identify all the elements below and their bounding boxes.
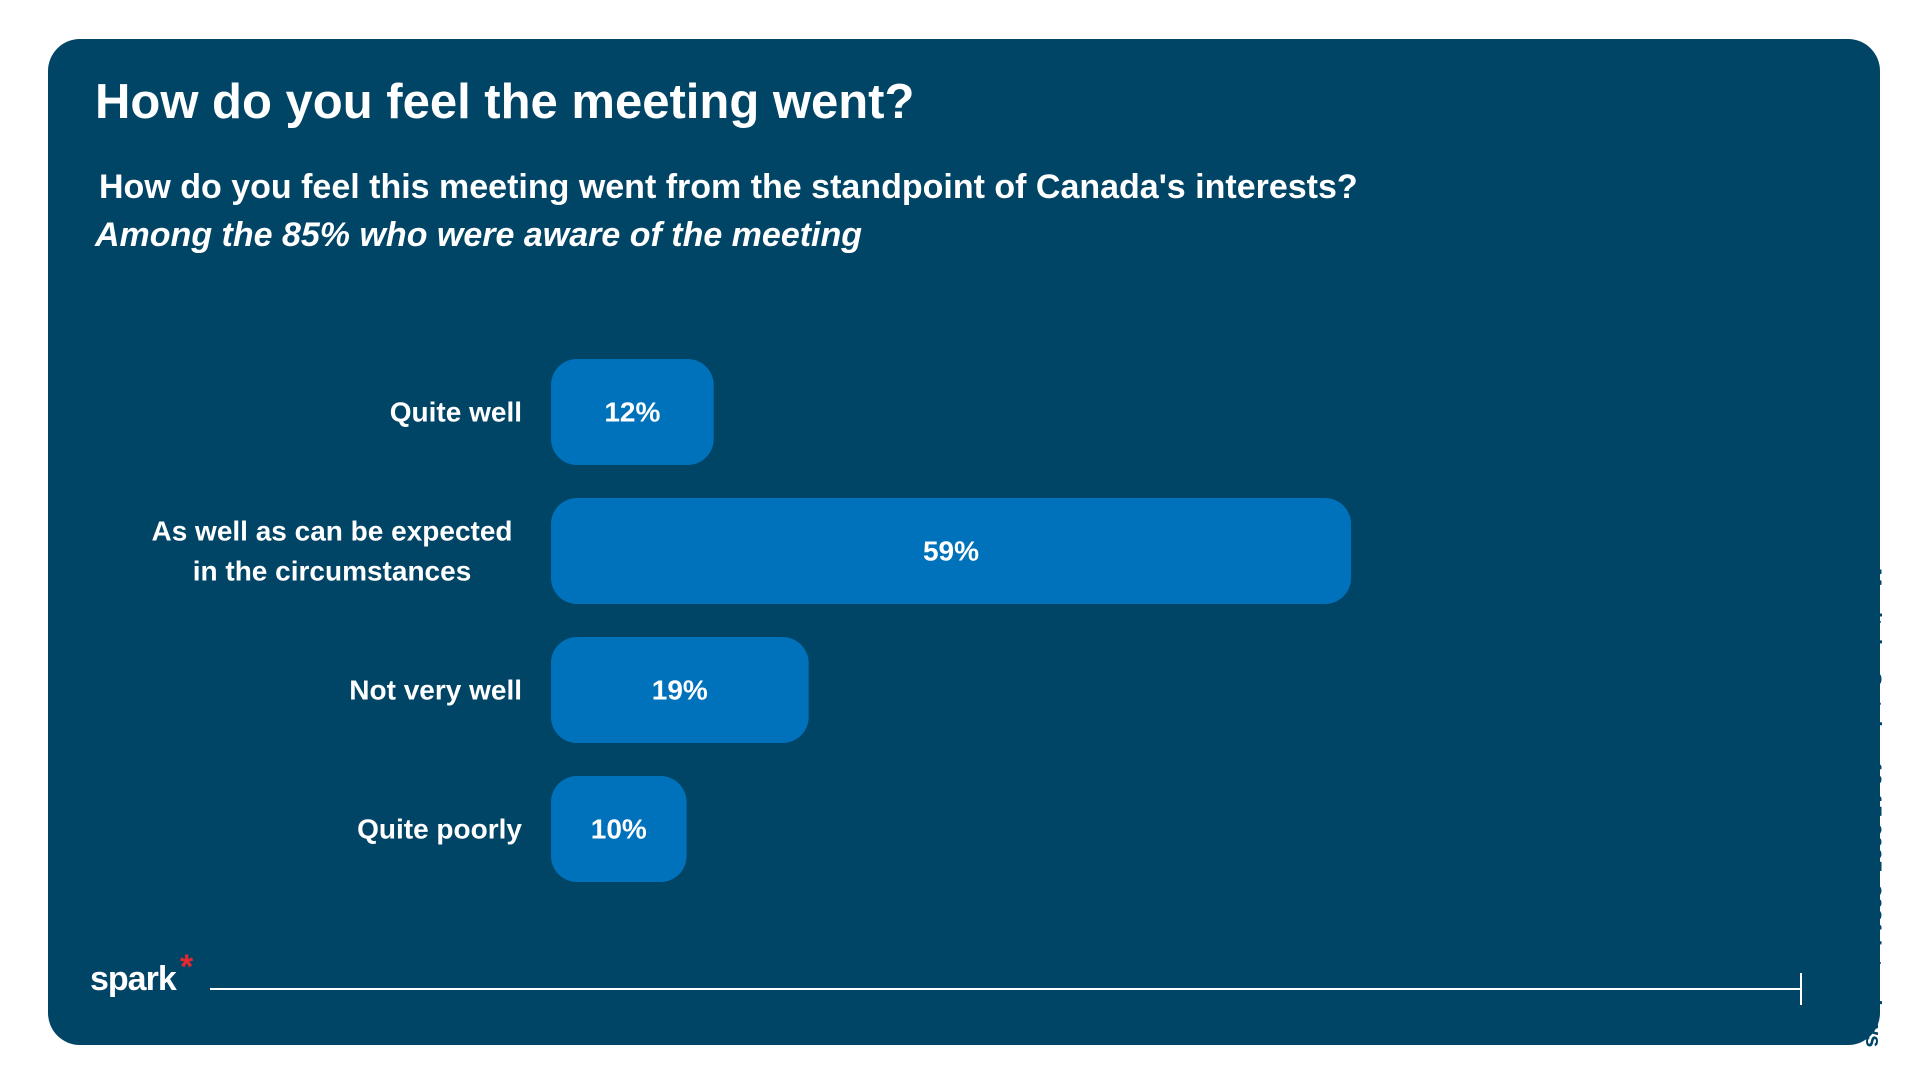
- bar-value-label-2: 19%: [652, 675, 708, 706]
- bar-value-label-1: 59%: [923, 536, 979, 567]
- category-label-0: Quite well: [390, 397, 522, 428]
- bar-1: [551, 498, 1352, 604]
- category-label-1-line-1: in the circumstances: [193, 556, 472, 587]
- chart-title: How do you feel the meeting went?: [95, 75, 915, 129]
- bar-value-label-0: 12%: [604, 397, 660, 428]
- question-text: How do you feel this meeting went from t…: [99, 168, 1358, 206]
- spark-logo: spark: [90, 960, 177, 998]
- bar-0: [551, 359, 714, 465]
- footer-divider-end-tick: [1800, 973, 1802, 1005]
- bar-3: [551, 776, 687, 882]
- spark-logo-asterisk: *: [180, 948, 194, 986]
- survey-source-note: Manitoba October 10-15 2025, 3031 Interv…: [1861, 568, 1886, 1048]
- category-label-2: Not very well: [349, 675, 522, 706]
- category-label-3: Quite poorly: [357, 814, 522, 845]
- category-label-1-line-0: As well as can be expected: [151, 516, 512, 547]
- bar-value-label-3: 10%: [591, 814, 647, 845]
- bar-2: [551, 637, 809, 743]
- base-note: Among the 85% who were aware of the meet…: [95, 216, 863, 254]
- footer-divider: [210, 988, 1800, 990]
